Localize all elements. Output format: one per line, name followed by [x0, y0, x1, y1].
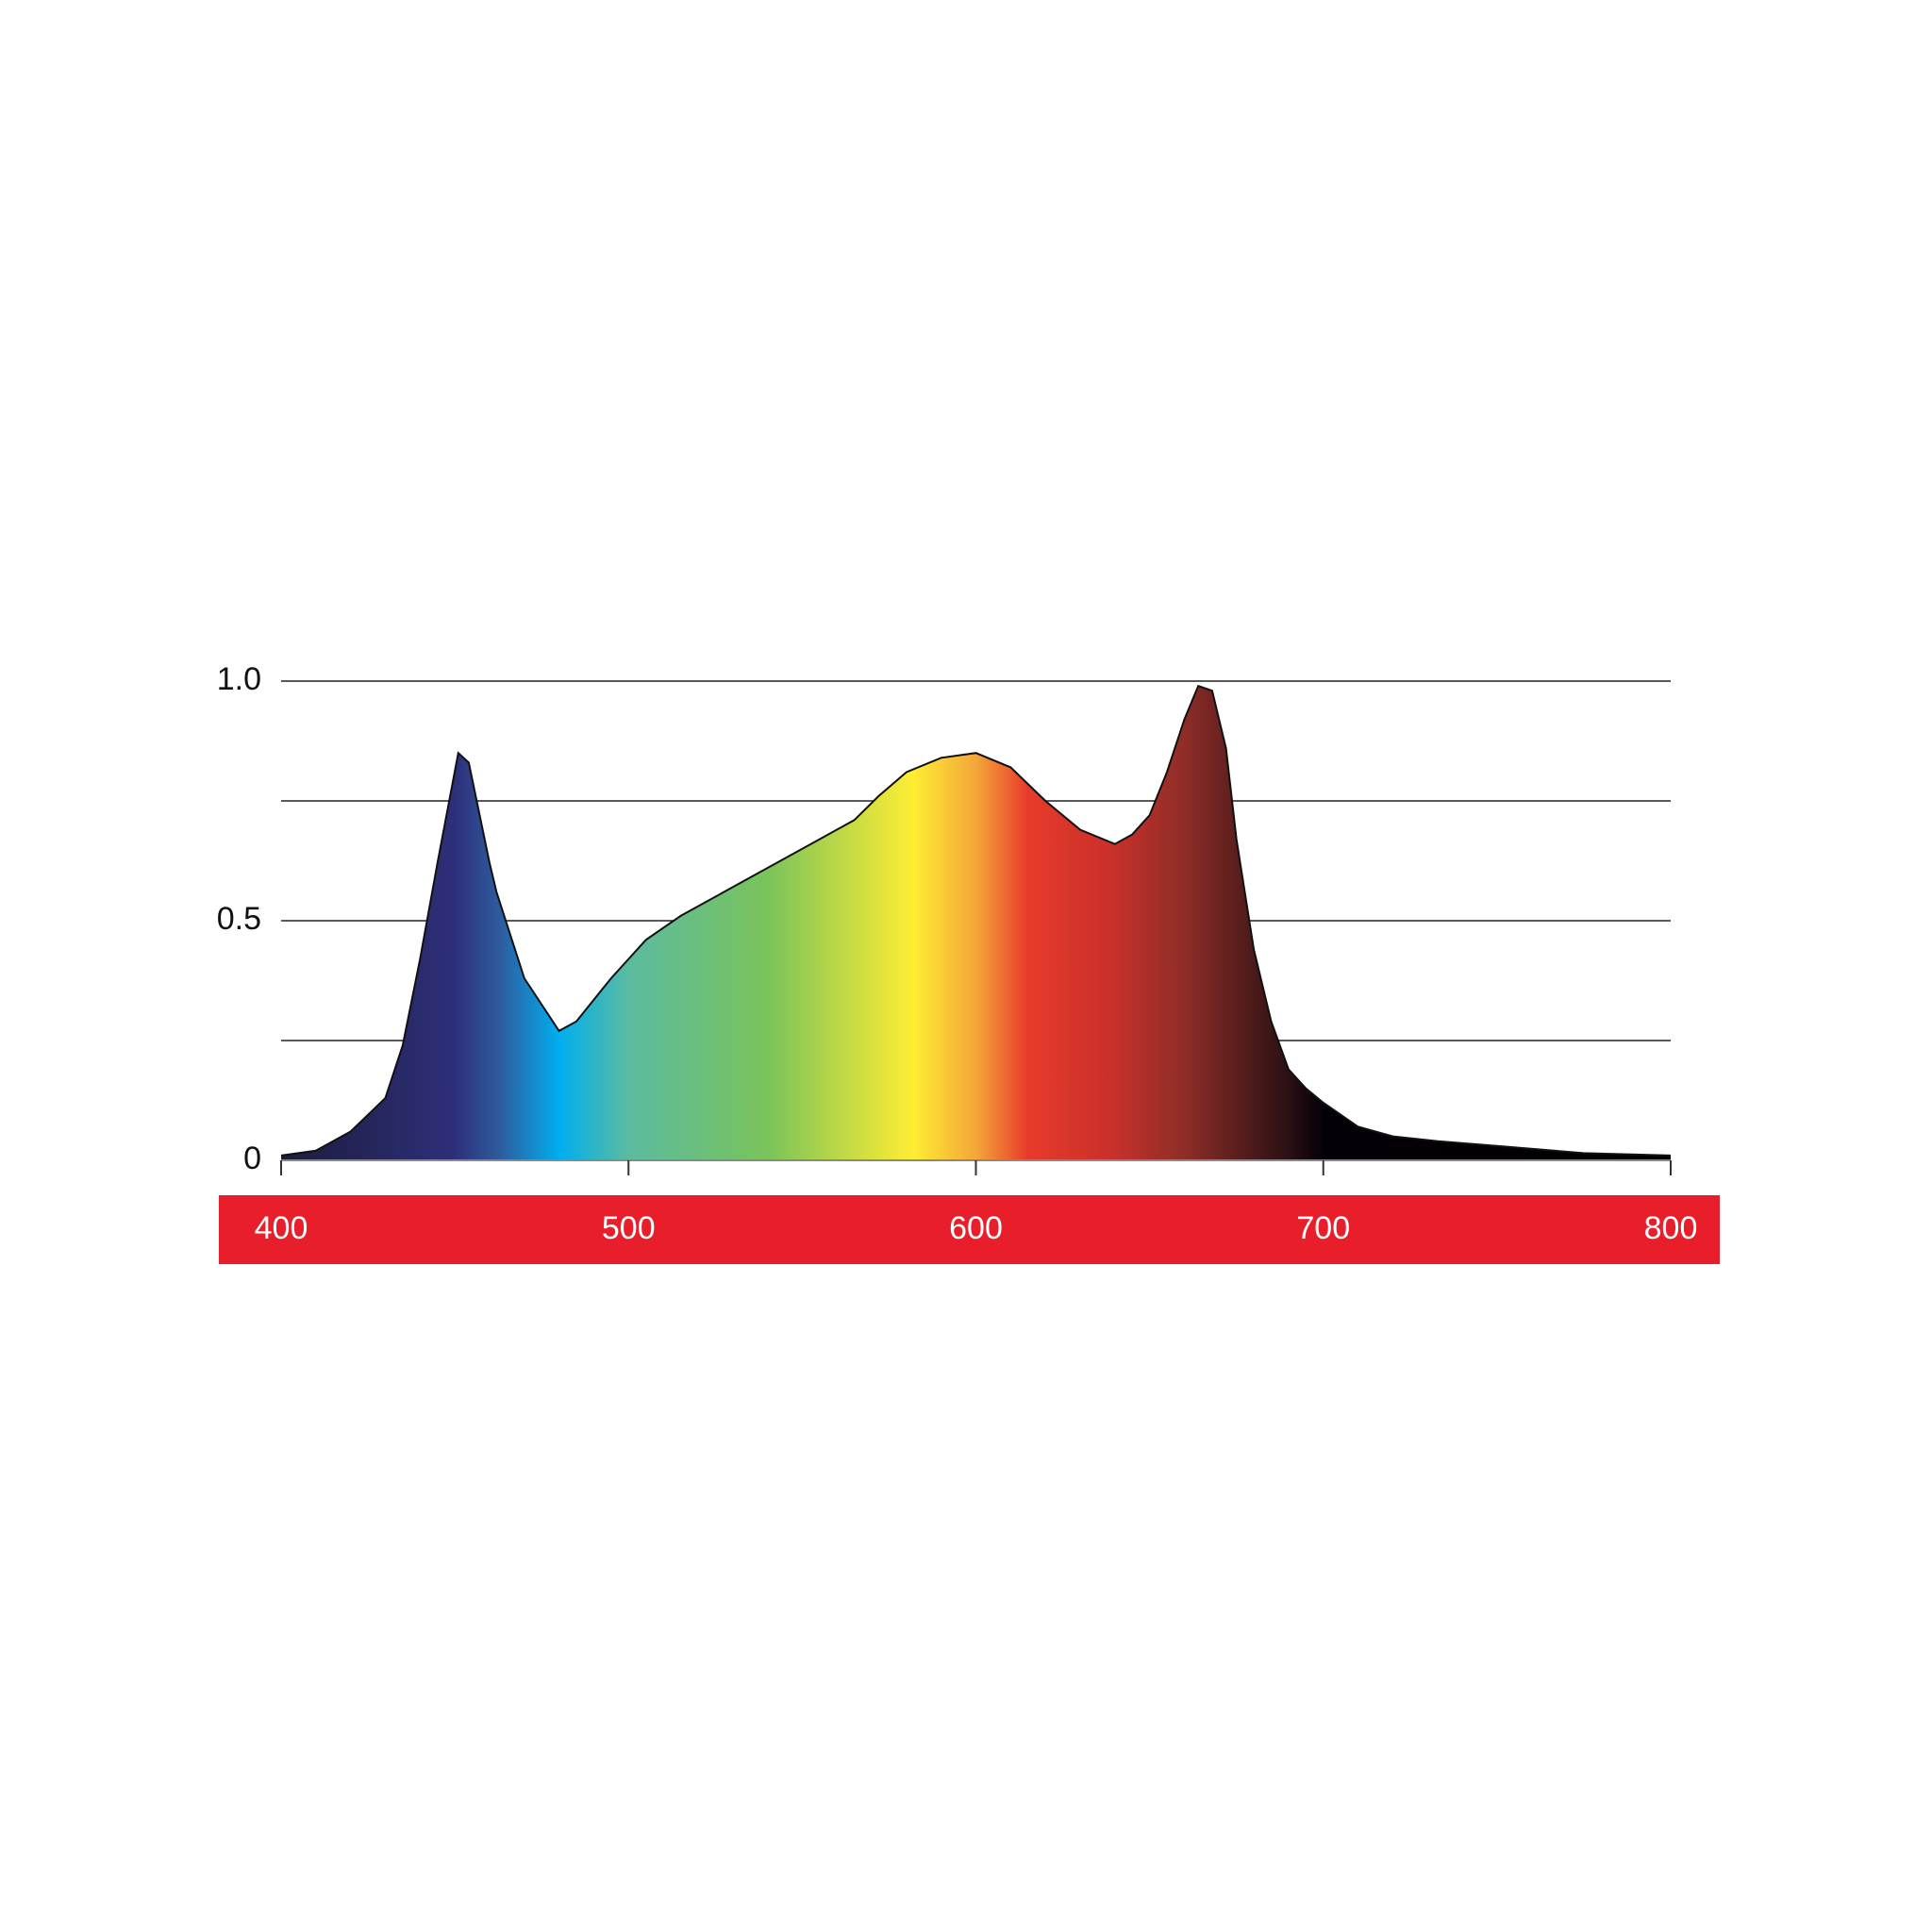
- x-tick-label: 500: [602, 1210, 656, 1246]
- x-axis-band: [219, 1195, 1720, 1264]
- y-tick-label: 0: [243, 1141, 261, 1176]
- x-tick-label: 700: [1296, 1210, 1350, 1246]
- spectrum-area: [281, 686, 1671, 1160]
- spectrum-line: [280, 684, 1672, 1157]
- y-tick-label: 0.5: [217, 901, 261, 937]
- x-tick-label: 600: [949, 1210, 1003, 1246]
- x-tick-label: 800: [1644, 1210, 1698, 1246]
- x-tick-label: 400: [255, 1210, 308, 1246]
- y-tick-label: 1.0: [217, 661, 261, 697]
